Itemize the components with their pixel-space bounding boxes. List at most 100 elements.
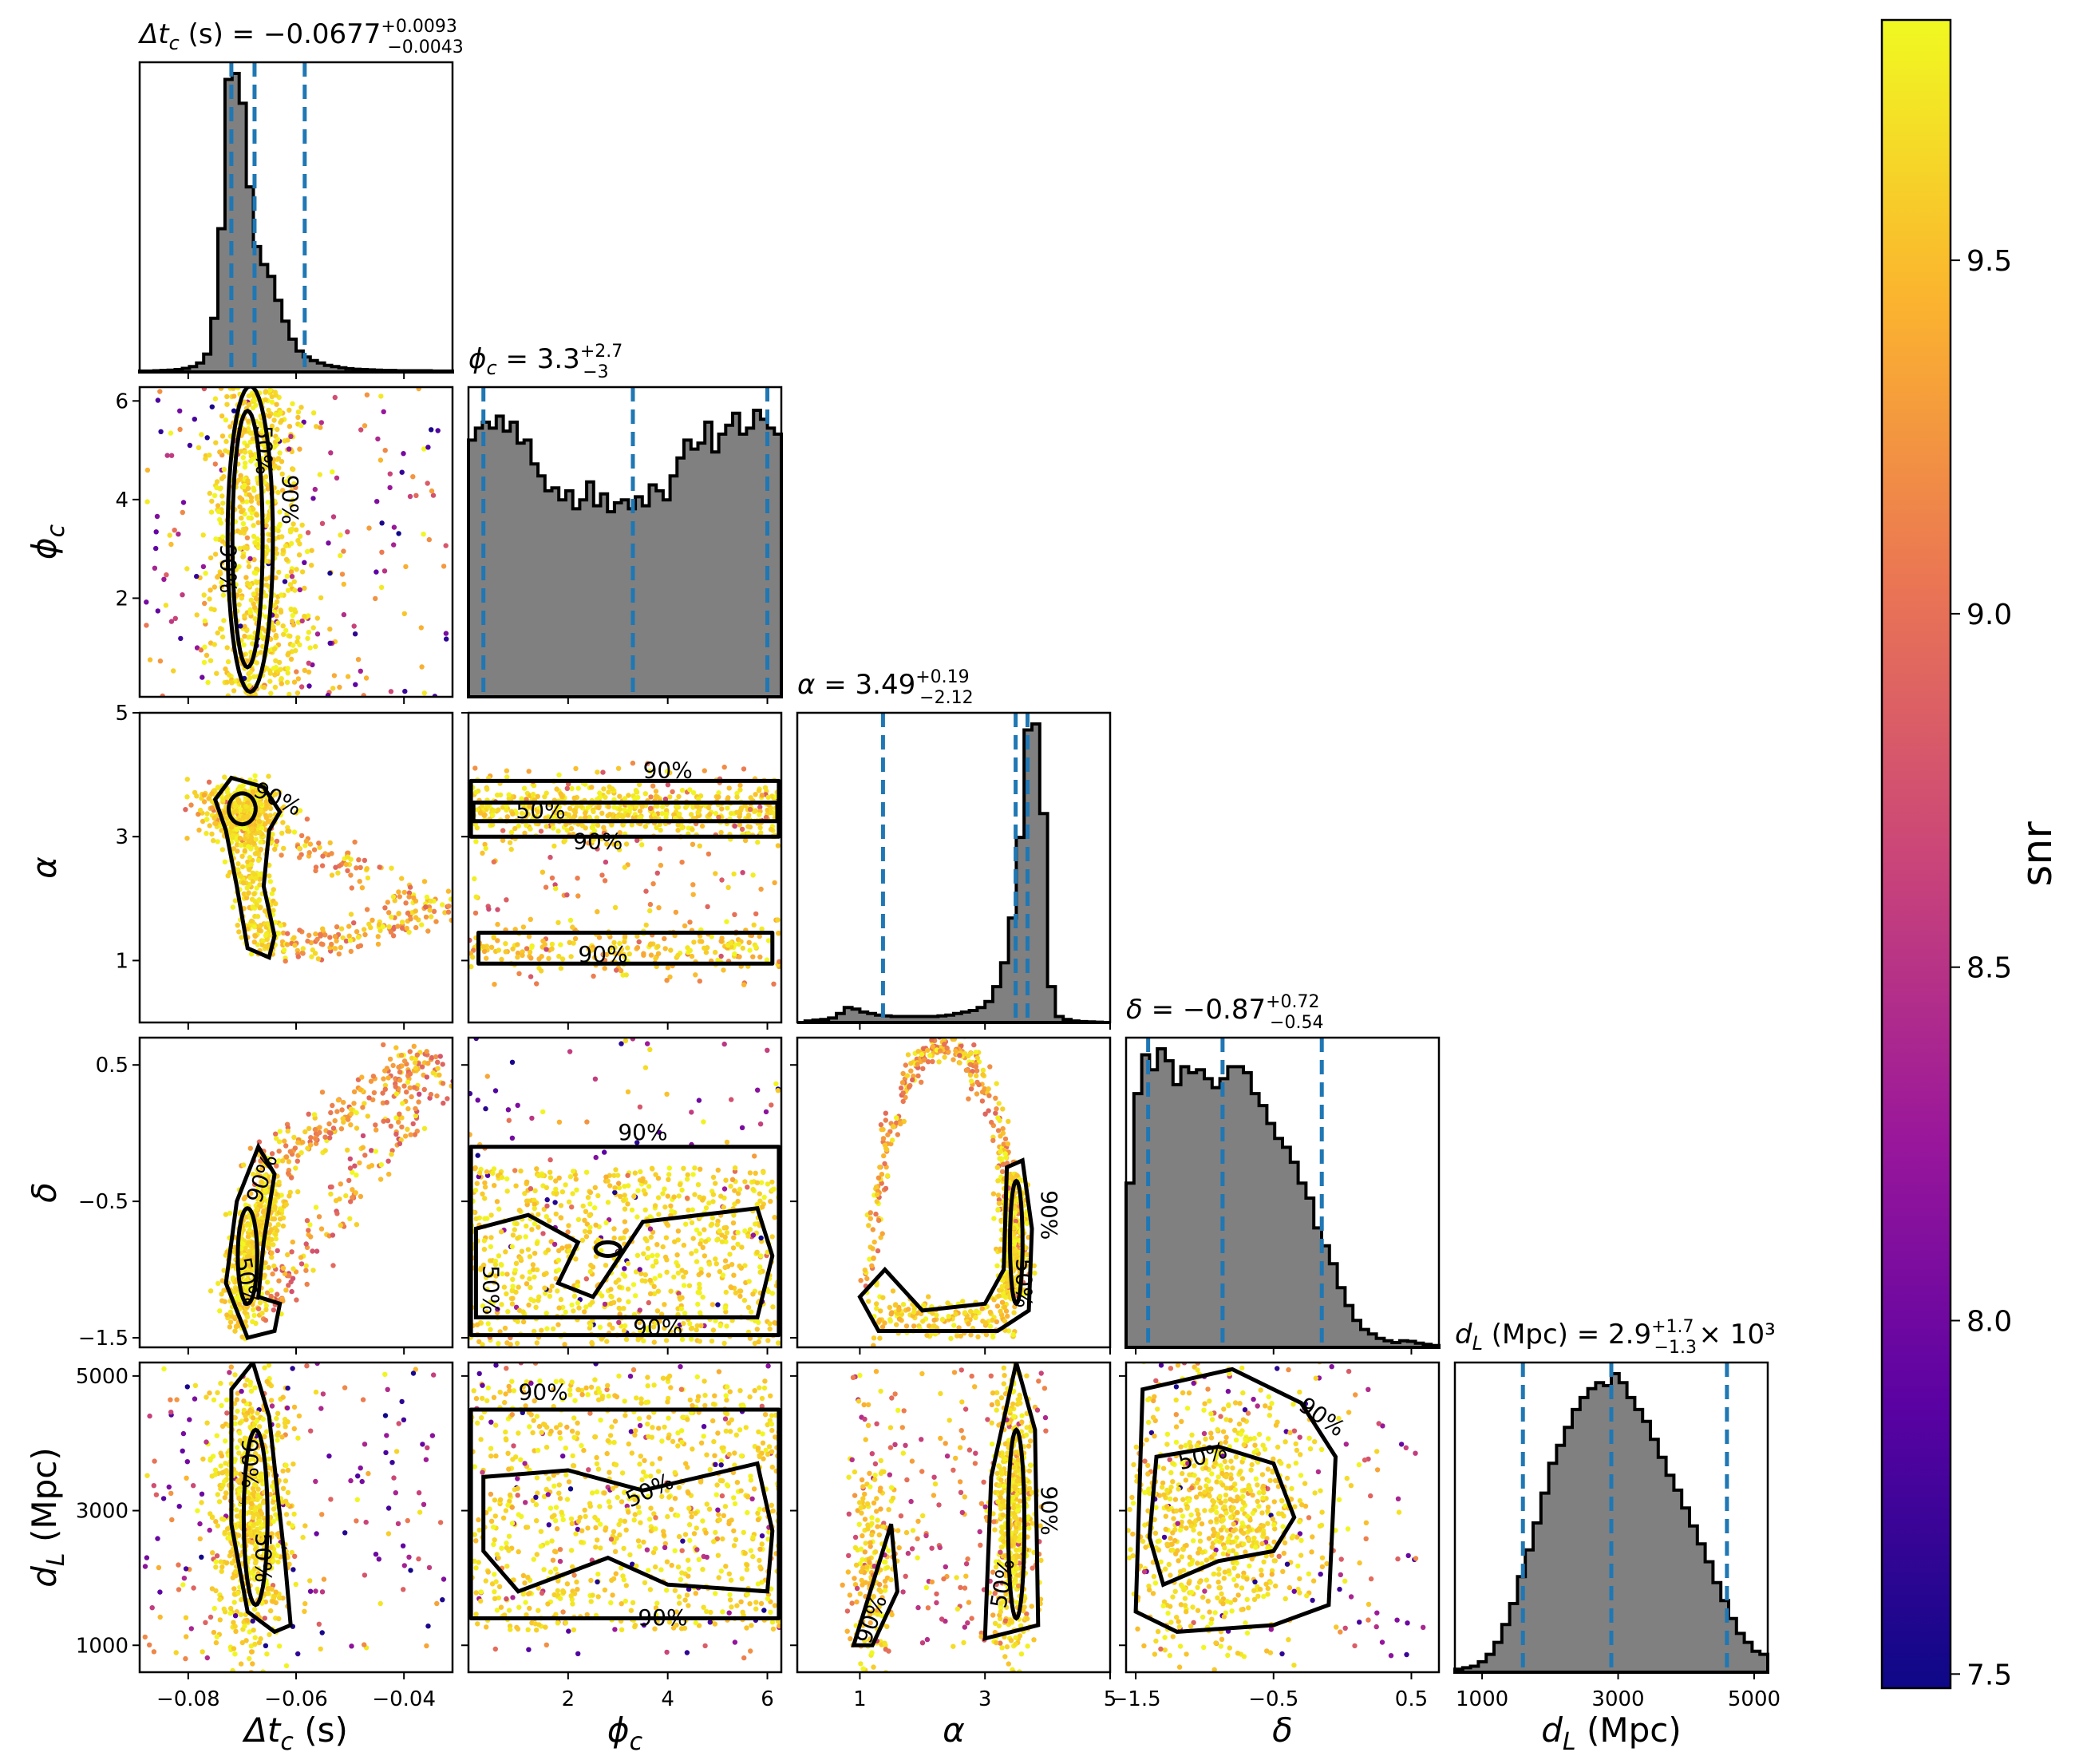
scatter-point [263,932,269,939]
scatter-point [626,793,631,798]
scatter-point [144,623,149,628]
scatter-point [608,944,614,951]
scatter-point [524,946,530,951]
scatter-point [353,1190,358,1196]
scatter-point [295,414,301,421]
scatter-alpha-vs-phic: 90%50%90%90% [468,757,781,987]
scatter-point [477,810,484,816]
scatter-point [330,1102,335,1109]
scatter-point [399,469,405,475]
scatter-point [445,888,452,894]
scatter-point [858,1278,864,1283]
scatter-point [385,1158,391,1164]
scatter-point [996,1196,1002,1203]
scatter-point [586,840,591,846]
scatter-point [204,830,209,837]
scatter-point [200,564,207,570]
scatter-point [300,1139,306,1145]
scatter-point [583,1304,589,1310]
scatter-point [589,1339,595,1346]
scatter-point [279,852,284,858]
scatter-point [381,1118,386,1124]
scatter-point [348,1199,354,1204]
scatter-point [274,599,280,605]
scatter-point [348,1106,354,1112]
scatter-point [589,785,595,790]
scatter-point [435,1066,441,1071]
scatter-point [681,1283,687,1288]
scatter-point [263,474,269,480]
scatter-point [227,1210,233,1216]
scatter-point [202,644,208,650]
scatter-point [639,804,645,809]
scatter-point [263,523,269,528]
scatter-point [247,1145,253,1151]
scatter-point [732,951,737,957]
scatter-point [413,492,419,498]
scatter-point [740,870,745,876]
scatter-point [287,1193,292,1199]
scatter-point [328,1109,334,1116]
scatter-point [365,1113,370,1119]
scatter-point [654,1252,660,1258]
scatter-point [246,890,251,896]
scatter-point [1011,1310,1017,1315]
scatter-point [413,1113,419,1119]
scatter-point [279,676,284,682]
scatter-point [476,1339,482,1345]
scatter-point [285,587,291,593]
scatter-point [317,1129,322,1136]
scatter-point [656,1212,662,1217]
scatter-point [332,946,338,951]
scatter-point [689,1336,694,1342]
scatter-point [241,891,247,897]
scatter-point [553,1276,559,1282]
scatter-point [753,792,758,797]
scatter-point [250,904,255,910]
scatter-point [266,407,271,413]
scatter-point [618,1236,623,1241]
scatter-point [377,1177,384,1182]
scatter-point [775,843,781,848]
scatter-point [672,1239,678,1244]
scatter-point [326,540,331,546]
scatter-point [256,818,263,825]
scatter-point [572,935,579,942]
scatter-point [737,822,743,828]
scatter-point [634,933,640,939]
scatter-point [396,911,401,916]
scatter-point [430,492,437,498]
scatter-point [276,659,283,666]
scatter-point [698,1270,704,1276]
scatter-point [691,939,697,945]
scatter-point [413,915,419,920]
scatter-point [360,1105,366,1110]
scatter-point [411,1085,417,1090]
scatter-point [279,471,285,477]
scatter-point [413,908,418,914]
scatter-point [629,822,634,828]
scatter-point [413,1066,419,1071]
scatter-point [480,943,487,950]
scatter-point [177,426,183,433]
scatter-point [642,1278,648,1284]
scatter-point [373,1149,378,1154]
scatter-point [312,1126,318,1133]
scatter-point [555,920,561,926]
scatter-point [549,875,555,881]
scatter-point [242,449,248,455]
scatter-point [653,793,659,799]
scatter-point [645,1222,650,1228]
scatter-point [381,1076,386,1082]
ytick-label-alpha: 1 [115,949,128,973]
scatter-point [317,472,322,477]
scatter-point [347,1165,354,1171]
scatter-point [309,563,314,568]
scatter-point [223,1212,229,1217]
scatter-point [662,1204,668,1210]
scatter-point [530,1262,536,1268]
scatter-point [723,1239,729,1244]
contour-label: 50% [251,425,278,475]
scatter-point [259,825,265,831]
scatter-point [643,922,649,928]
